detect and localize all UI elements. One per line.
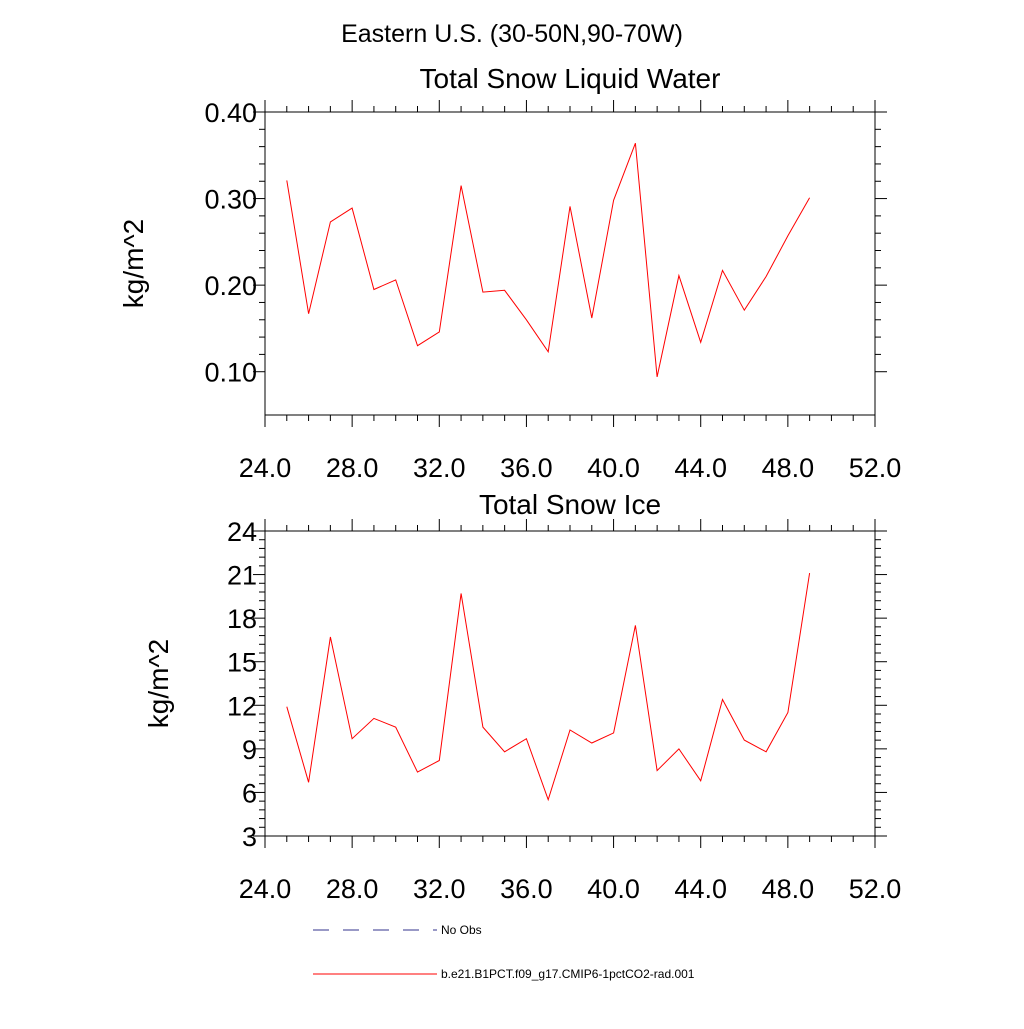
data-point	[721, 698, 724, 701]
data-point	[460, 184, 463, 187]
y-tick-label: 12	[227, 691, 257, 721]
x-tick-label: 32.0	[413, 874, 466, 904]
x-tick-label: 36.0	[500, 874, 553, 904]
data-point	[416, 771, 419, 774]
x-tick-label: 32.0	[413, 453, 466, 483]
legend-item: b.e21.B1PCT.f09_g17.CMIP6-1pctCO2-rad.00…	[313, 967, 695, 981]
y-axis-label: kg/m^2	[118, 219, 149, 308]
x-tick-label: 40.0	[587, 453, 640, 483]
data-point	[721, 269, 724, 272]
data-point	[416, 344, 419, 347]
data-point	[460, 592, 463, 595]
x-tick-label: 24.0	[239, 453, 292, 483]
y-tick-label: 6	[242, 778, 257, 808]
data-point	[329, 636, 332, 639]
legend: No Obs b.e21.B1PCT.f09_g17.CMIP6-1pctCO2-…	[313, 923, 695, 981]
data-point	[481, 726, 484, 729]
series-line	[286, 143, 811, 378]
data-point	[634, 624, 637, 627]
x-tick-label: 52.0	[849, 453, 902, 483]
data-point	[372, 717, 375, 720]
data-point	[569, 728, 572, 731]
y-axis-label: kg/m^2	[143, 639, 174, 728]
data-point	[612, 731, 615, 734]
data-point	[307, 312, 310, 315]
legend-label: b.e21.B1PCT.f09_g17.CMIP6-1pctCO2-rad.00…	[441, 967, 695, 981]
x-tick-label: 48.0	[762, 453, 815, 483]
plot-frame	[264, 111, 876, 416]
data-point	[699, 779, 702, 782]
data-point	[394, 278, 397, 281]
data-point	[765, 750, 768, 753]
data-point	[699, 341, 702, 344]
data-point	[351, 737, 354, 740]
data-point	[503, 750, 506, 753]
data-point	[547, 350, 550, 353]
data-point	[786, 711, 789, 714]
y-tick-label: 9	[242, 735, 257, 765]
y-tick-label: 0.40	[204, 98, 257, 128]
panel-title: Total Snow Ice	[479, 489, 661, 520]
data-point	[656, 769, 659, 772]
y-tick-label: 0.30	[204, 185, 257, 215]
data-point	[285, 179, 288, 182]
data-point	[285, 705, 288, 708]
x-tick-label: 44.0	[674, 874, 727, 904]
data-point	[351, 207, 354, 210]
data-point	[634, 142, 637, 145]
x-tick-label: 52.0	[849, 874, 902, 904]
data-point	[438, 330, 441, 333]
data-point	[547, 798, 550, 801]
x-tick-label: 44.0	[674, 453, 727, 483]
legend-label: No Obs	[441, 923, 482, 937]
y-tick-label: 21	[227, 561, 257, 591]
data-point	[677, 274, 680, 277]
data-point	[307, 781, 310, 784]
y-tick-label: 18	[227, 604, 257, 634]
x-tick-label: 48.0	[762, 874, 815, 904]
data-point	[743, 309, 746, 312]
data-point	[590, 742, 593, 745]
data-point	[503, 289, 506, 292]
data-point	[569, 205, 572, 208]
x-tick-label: 36.0	[500, 453, 553, 483]
data-point	[329, 220, 332, 223]
y-tick-label: 15	[227, 648, 257, 678]
data-point	[808, 572, 811, 575]
data-point	[786, 234, 789, 237]
x-tick-label: 24.0	[239, 874, 292, 904]
chart-panel-1: Total Snow Liquid Water kg/m^2 24.0 28.0 32.…	[118, 63, 901, 483]
x-tick-label: 28.0	[326, 874, 379, 904]
data-point	[481, 291, 484, 294]
data-point	[394, 726, 397, 729]
data-point	[525, 318, 528, 321]
data-point	[525, 737, 528, 740]
y-tick-label: 0.20	[204, 271, 257, 301]
data-point	[808, 196, 811, 199]
panel-title: Total Snow Liquid Water	[420, 63, 721, 94]
series-line	[286, 573, 811, 802]
data-point	[438, 759, 441, 762]
figure-suptitle: Eastern U.S. (30-50N,90-70W)	[341, 20, 683, 48]
x-tick-label: 28.0	[326, 453, 379, 483]
data-point	[677, 747, 680, 750]
legend-item: No Obs	[313, 923, 482, 937]
data-point	[743, 739, 746, 742]
x-tick-label: 40.0	[587, 874, 640, 904]
data-point	[765, 275, 768, 278]
y-tick-label: 24	[227, 517, 257, 547]
data-point	[612, 199, 615, 202]
y-tick-label: 0.10	[204, 358, 257, 388]
chart-panel-2: Total Snow Ice kg/m^2 24.0 28.0 32.0 36.0 40.0…	[143, 489, 901, 904]
data-point	[372, 288, 375, 291]
data-point	[656, 375, 659, 378]
data-point	[590, 317, 593, 320]
y-tick-label: 3	[242, 822, 257, 852]
plot-frame	[264, 530, 876, 837]
